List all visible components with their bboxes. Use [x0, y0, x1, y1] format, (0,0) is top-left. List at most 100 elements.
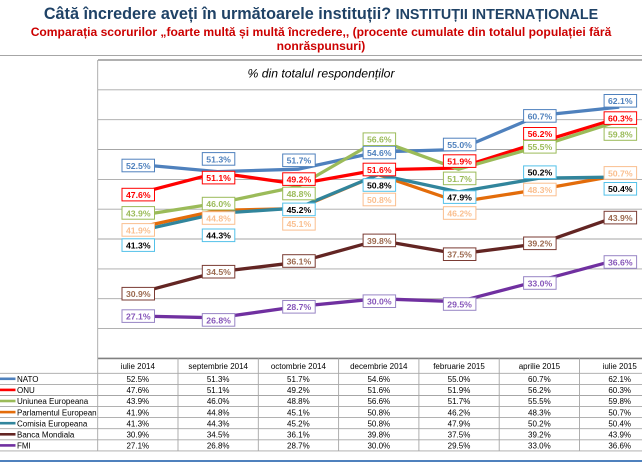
svg-text:54.6%: 54.6% [367, 148, 392, 158]
svg-text:44.8%: 44.8% [207, 408, 230, 417]
svg-text:46.0%: 46.0% [206, 199, 231, 209]
svg-text:60.3%: 60.3% [608, 114, 633, 124]
svg-text:44.3%: 44.3% [207, 419, 230, 428]
svg-text:39.2%: 39.2% [528, 239, 553, 249]
svg-text:51.6%: 51.6% [367, 165, 392, 175]
svg-text:47.9%: 47.9% [448, 419, 471, 428]
svg-text:48.3%: 48.3% [528, 185, 553, 195]
svg-text:50.7%: 50.7% [608, 408, 631, 417]
svg-text:39.8%: 39.8% [367, 431, 390, 440]
svg-text:51.9%: 51.9% [448, 386, 471, 395]
svg-text:% din totalul respondenților: % din totalul respondenților [247, 67, 395, 81]
svg-text:FMI: FMI [17, 442, 31, 451]
svg-text:54.6%: 54.6% [367, 375, 390, 384]
svg-text:ONU: ONU [17, 386, 35, 395]
svg-text:iulie 2015: iulie 2015 [603, 362, 638, 371]
svg-text:51.6%: 51.6% [367, 386, 390, 395]
svg-text:51.7%: 51.7% [447, 174, 472, 184]
svg-text:60.7%: 60.7% [528, 111, 553, 121]
svg-text:Uniunea Europeana: Uniunea Europeana [17, 397, 89, 406]
svg-text:49.2%: 49.2% [287, 175, 312, 185]
svg-text:iulie 2014: iulie 2014 [121, 362, 156, 371]
svg-text:60.7%: 60.7% [528, 375, 551, 384]
svg-text:48.3%: 48.3% [528, 408, 551, 417]
svg-text:51.3%: 51.3% [207, 375, 230, 384]
svg-text:60.3%: 60.3% [608, 386, 631, 395]
svg-text:43.9%: 43.9% [608, 431, 631, 440]
svg-text:62.1%: 62.1% [608, 96, 633, 106]
svg-text:50.8%: 50.8% [367, 408, 390, 417]
svg-text:51.1%: 51.1% [207, 386, 230, 395]
svg-text:41.9%: 41.9% [126, 225, 151, 235]
svg-text:52.5%: 52.5% [126, 375, 149, 384]
svg-text:41.9%: 41.9% [126, 408, 149, 417]
svg-text:50.7%: 50.7% [608, 168, 633, 178]
svg-text:36.6%: 36.6% [608, 442, 631, 451]
svg-text:aprilie 2015: aprilie 2015 [519, 362, 561, 371]
svg-text:45.2%: 45.2% [287, 205, 312, 215]
svg-text:39.2%: 39.2% [528, 431, 551, 440]
svg-text:45.2%: 45.2% [287, 419, 310, 428]
svg-text:56.6%: 56.6% [367, 397, 390, 406]
svg-text:28.7%: 28.7% [287, 302, 312, 312]
svg-text:56.2%: 56.2% [528, 386, 551, 395]
svg-text:47.6%: 47.6% [126, 386, 149, 395]
svg-text:51.9%: 51.9% [447, 157, 472, 167]
svg-text:49.2%: 49.2% [287, 386, 310, 395]
svg-text:34.5%: 34.5% [207, 431, 230, 440]
svg-text:55.0%: 55.0% [448, 375, 471, 384]
svg-text:50.4%: 50.4% [608, 184, 633, 194]
svg-text:51.3%: 51.3% [206, 154, 231, 164]
svg-text:41.3%: 41.3% [126, 241, 151, 251]
svg-text:28.7%: 28.7% [287, 442, 310, 451]
svg-text:Banca Mondiala: Banca Mondiala [17, 431, 75, 440]
svg-text:51.7%: 51.7% [287, 156, 312, 166]
svg-text:37.5%: 37.5% [448, 431, 471, 440]
svg-text:52.5%: 52.5% [126, 161, 151, 171]
svg-text:27.1%: 27.1% [126, 312, 151, 322]
svg-text:februarie 2015: februarie 2015 [433, 362, 485, 371]
svg-text:55.0%: 55.0% [447, 140, 472, 150]
svg-text:39.8%: 39.8% [367, 236, 392, 246]
svg-text:45.1%: 45.1% [287, 219, 312, 229]
svg-text:Parlamentul European: Parlamentul European [17, 408, 97, 417]
svg-text:59.8%: 59.8% [608, 129, 633, 139]
svg-text:51.7%: 51.7% [448, 397, 471, 406]
svg-text:30.9%: 30.9% [126, 289, 151, 299]
svg-text:NATO: NATO [17, 375, 38, 384]
svg-text:46.0%: 46.0% [207, 397, 230, 406]
svg-text:41.3%: 41.3% [126, 419, 149, 428]
svg-text:48.8%: 48.8% [287, 397, 310, 406]
svg-text:34.5%: 34.5% [206, 267, 231, 277]
svg-text:33.0%: 33.0% [528, 442, 551, 451]
svg-text:36.1%: 36.1% [287, 431, 310, 440]
svg-text:43.9%: 43.9% [126, 208, 151, 218]
svg-text:44.8%: 44.8% [206, 213, 231, 223]
svg-text:44.3%: 44.3% [206, 231, 231, 241]
svg-text:55.5%: 55.5% [528, 397, 551, 406]
svg-text:45.1%: 45.1% [287, 408, 310, 417]
svg-text:47.9%: 47.9% [447, 193, 472, 203]
svg-text:50.8%: 50.8% [367, 180, 392, 190]
svg-text:26.8%: 26.8% [206, 315, 231, 325]
svg-text:26.8%: 26.8% [207, 442, 230, 451]
svg-text:36.6%: 36.6% [608, 257, 633, 267]
svg-text:30.9%: 30.9% [126, 431, 149, 440]
svg-text:29.5%: 29.5% [448, 442, 471, 451]
svg-text:27.1%: 27.1% [126, 442, 149, 451]
svg-text:55.5%: 55.5% [528, 142, 553, 152]
svg-text:decembrie 2014: decembrie 2014 [350, 362, 408, 371]
svg-text:33.0%: 33.0% [528, 278, 553, 288]
svg-text:37.5%: 37.5% [447, 250, 472, 260]
svg-text:59.8%: 59.8% [608, 397, 631, 406]
svg-text:56.6%: 56.6% [367, 135, 392, 145]
svg-text:Comisia Europeana: Comisia Europeana [17, 419, 88, 428]
svg-text:56.2%: 56.2% [528, 129, 553, 139]
svg-text:48.8%: 48.8% [287, 189, 312, 199]
svg-text:50.2%: 50.2% [528, 419, 551, 428]
svg-text:30.0%: 30.0% [367, 442, 390, 451]
svg-text:50.8%: 50.8% [367, 419, 390, 428]
svg-text:51.1%: 51.1% [206, 173, 231, 183]
svg-text:36.1%: 36.1% [287, 256, 312, 266]
svg-text:62.1%: 62.1% [608, 375, 631, 384]
